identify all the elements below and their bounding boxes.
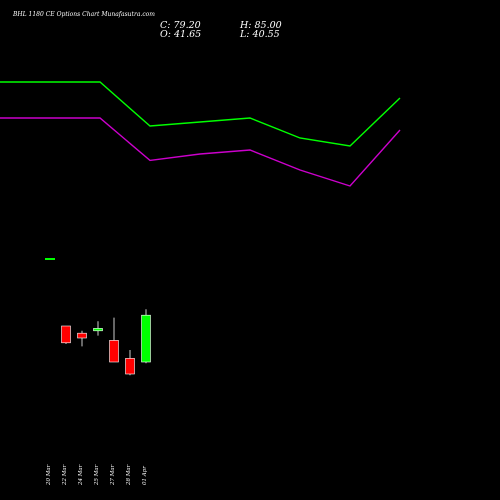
chart-title: BHL 1180 CE Options Chart Munafasutra.co… [12, 11, 155, 18]
low-value: L: 40.55 [239, 29, 280, 40]
open-value: O: 41.65 [160, 29, 201, 40]
x-tick-label: 27 Mar [110, 464, 116, 486]
candle [109, 317, 119, 363]
candle [61, 325, 71, 344]
candle-panel [61, 309, 151, 376]
candle-body-bull [93, 328, 103, 332]
x-tick-label: 28 Mar [126, 464, 132, 486]
candle [125, 350, 135, 376]
x-tick-label: 22 Mar [62, 464, 68, 486]
x-tick-label: 01 Apr [142, 466, 148, 485]
x-axis-labels: 20 Mar 22 Mar 24 Mar 25 Mar 27 Mar 28 Mar 01 A… [46, 464, 148, 486]
x-tick-label: 20 Mar [46, 464, 52, 486]
candle-body-bear [125, 358, 135, 375]
candle [77, 330, 87, 347]
candle [141, 309, 151, 364]
close-value: C: 79.20 [160, 20, 201, 31]
line-panel [0, 81, 401, 187]
marker-dash [45, 258, 55, 260]
candle-body-bear [77, 332, 87, 339]
line-series-2 [0, 117, 401, 187]
candle-body-bull [141, 314, 151, 363]
candle-body-bear [109, 340, 119, 363]
x-tick-label: 25 Mar [94, 464, 100, 486]
high-value: H: 85.00 [239, 20, 282, 31]
candle [93, 321, 103, 336]
candle-body-bear [61, 325, 71, 344]
x-tick-label: 24 Mar [78, 464, 84, 486]
line-series-1 [0, 81, 401, 147]
